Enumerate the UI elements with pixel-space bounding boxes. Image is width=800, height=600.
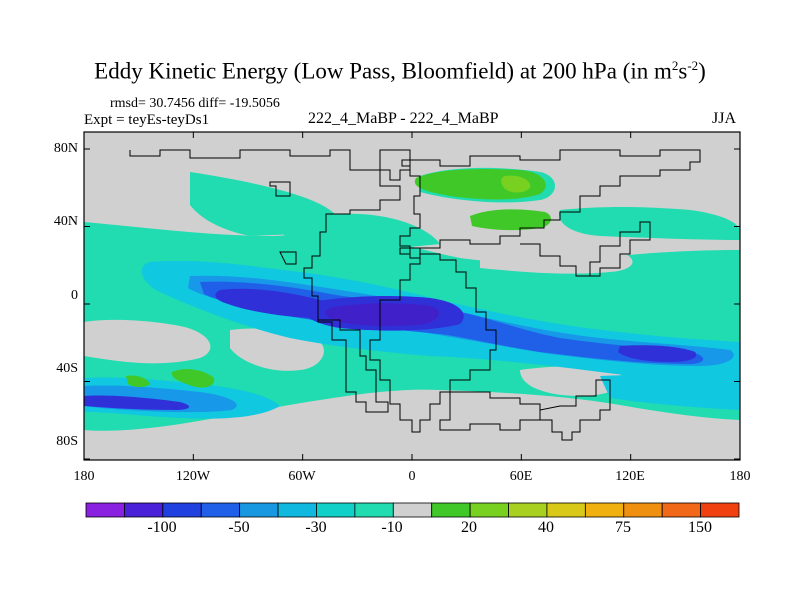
colorbar-swatch (277, 502, 317, 518)
colorbar-swatch (623, 502, 663, 518)
neutral-hole-4 (520, 366, 623, 396)
x-tick-label: 120E (615, 469, 645, 484)
colorbar-label: 40 (538, 519, 554, 536)
colorbar-swatch (584, 502, 625, 518)
axis-ticks (83, 132, 741, 460)
stats-label: rmsd= 30.7456 diff= -19.5056 (110, 96, 280, 111)
colorbar-label: 150 (688, 519, 712, 536)
colorbar-label: -10 (381, 519, 403, 536)
colorbar-label: -30 (305, 519, 327, 536)
x-tick-label: 120W (175, 469, 211, 484)
map-title: Eddy Kinetic Energy (Low Pass, Bloomfiel… (94, 58, 706, 84)
x-tick-label: 0 (408, 469, 416, 484)
light-green-core (501, 175, 531, 193)
coastline-americas (129, 149, 401, 413)
case-label: 222_4_MaBP - 222_4_MaBP (308, 110, 499, 127)
colorbar-label: -50 (228, 519, 250, 536)
cyan-east-south (600, 375, 740, 410)
x-tick-label: 60E (509, 469, 533, 484)
colorbar-swatch (431, 502, 471, 518)
green-region-south-1 (171, 369, 215, 388)
colorbar-label: 75 (615, 519, 631, 536)
coastline-islands (269, 181, 421, 265)
x-tick-label: 180 (729, 469, 751, 484)
neutral-hole-2 (84, 319, 211, 364)
contour-field (84, 132, 740, 460)
y-tick-label: 0 (71, 288, 78, 303)
colorbar-swatch (316, 502, 356, 518)
colorbar-swatch (354, 502, 394, 518)
colorbar-swatch (508, 502, 548, 518)
colorbar-swatch (162, 502, 202, 518)
y-tick-label: 80S (56, 434, 78, 449)
colorbar (85, 502, 740, 518)
coastline-australia (539, 379, 611, 441)
x-tick-label: 180 (73, 469, 95, 484)
green-region-north-2 (470, 209, 552, 231)
neutral-hole-1 (480, 248, 633, 274)
season-label: JJA (712, 110, 737, 127)
continent-outlines (129, 149, 701, 441)
colorbar-swatch (392, 502, 433, 518)
coastline-africa (369, 253, 497, 433)
experiment-label: Expt = teyEs-teyDs1 (84, 112, 210, 128)
coastline-india (520, 221, 651, 277)
y-tick-label: 40S (56, 361, 78, 376)
x-tick-label: 60W (288, 469, 316, 484)
deep-blue-core-east (618, 345, 697, 362)
colorbar-swatch (700, 502, 740, 518)
colorbar-swatch (200, 502, 241, 518)
colorbar-swatch (546, 502, 586, 518)
y-tick-label: 40N (53, 214, 78, 229)
teal-north-lobe (190, 172, 341, 236)
colorbar-swatch (124, 502, 164, 518)
coastline-antarctica (439, 391, 541, 431)
coastline-greenland (379, 149, 411, 181)
colorbar-label: -100 (147, 519, 177, 536)
indigo-core (325, 303, 440, 327)
y-tick-label: 80N (53, 141, 78, 156)
colorbar-label: 20 (461, 519, 477, 536)
colorbar-swatch (469, 502, 509, 518)
deep-blue-south-west (84, 395, 190, 410)
colorbar-swatch (85, 502, 125, 518)
green-region-south-2 (126, 375, 150, 387)
colorbar-swatch (661, 502, 701, 518)
colorbar-swatch (239, 502, 279, 518)
coastline-eurasia (399, 149, 701, 259)
